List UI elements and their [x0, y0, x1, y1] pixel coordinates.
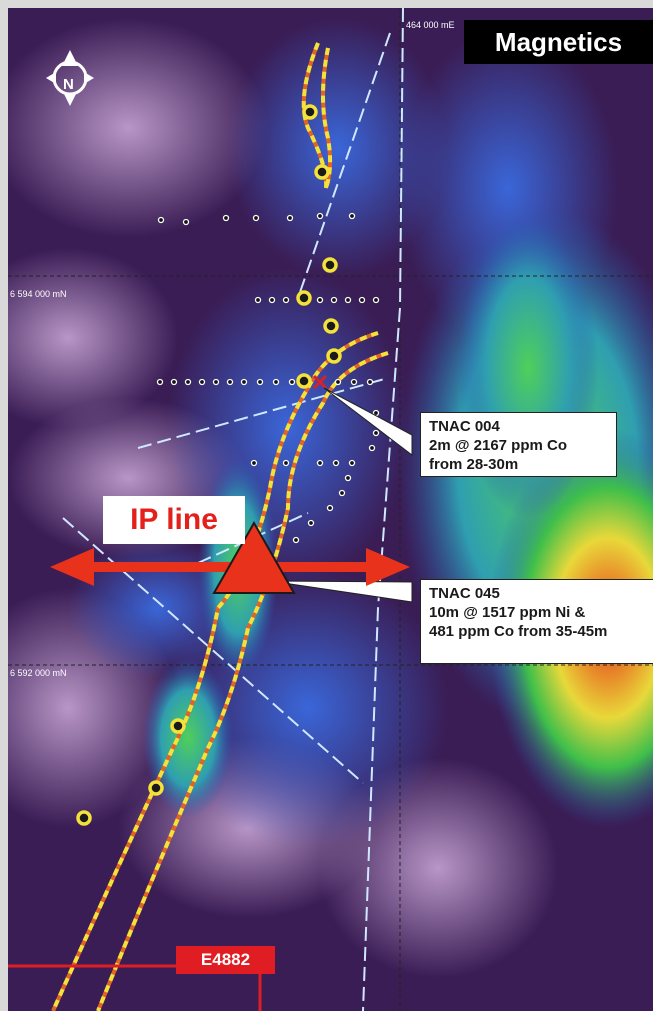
- map-title: Magnetics: [464, 20, 653, 64]
- structure-lines: [62, 8, 404, 1011]
- northing-label-lower: 6 592 000 mN: [10, 668, 67, 678]
- callout-tnac-045: TNAC 045 10m @ 1517 ppm Ni & 481 ppm Co …: [420, 579, 653, 664]
- tnac-004-marker: [312, 374, 328, 390]
- ip-line-arrow: [50, 520, 410, 594]
- callout-line: TNAC 004: [429, 418, 500, 435]
- anomalous-drill-holes: [76, 104, 342, 826]
- callout-line: from 28-30m: [429, 456, 519, 473]
- north-arrow-icon: [46, 50, 94, 106]
- ip-line-label: IP line: [103, 496, 245, 544]
- callout-pointers: [269, 387, 413, 603]
- callout-line: 2m @ 2167 ppm Co: [429, 437, 568, 454]
- northing-label-upper: 6 594 000 mN: [10, 289, 67, 299]
- tenement-label: E4882: [176, 946, 275, 974]
- callout-tnac-004: TNAC 004 2m @ 2167 ppm Co from 28-30m: [420, 412, 617, 477]
- coordinate-grid: [8, 8, 653, 1011]
- easting-label: 464 000 mE: [406, 20, 455, 30]
- map-panel: N Magnetics 464 000 mE 6 594 000 mN 6 59…: [8, 8, 653, 1011]
- callout-line: 481 ppm Co from 35-45m: [429, 623, 608, 640]
- callout-line: TNAC 045: [429, 585, 500, 602]
- callout-line: 10m @ 1517 ppm Ni &: [429, 604, 586, 621]
- north-label: N: [63, 76, 74, 93]
- drill-holes: [156, 212, 380, 544]
